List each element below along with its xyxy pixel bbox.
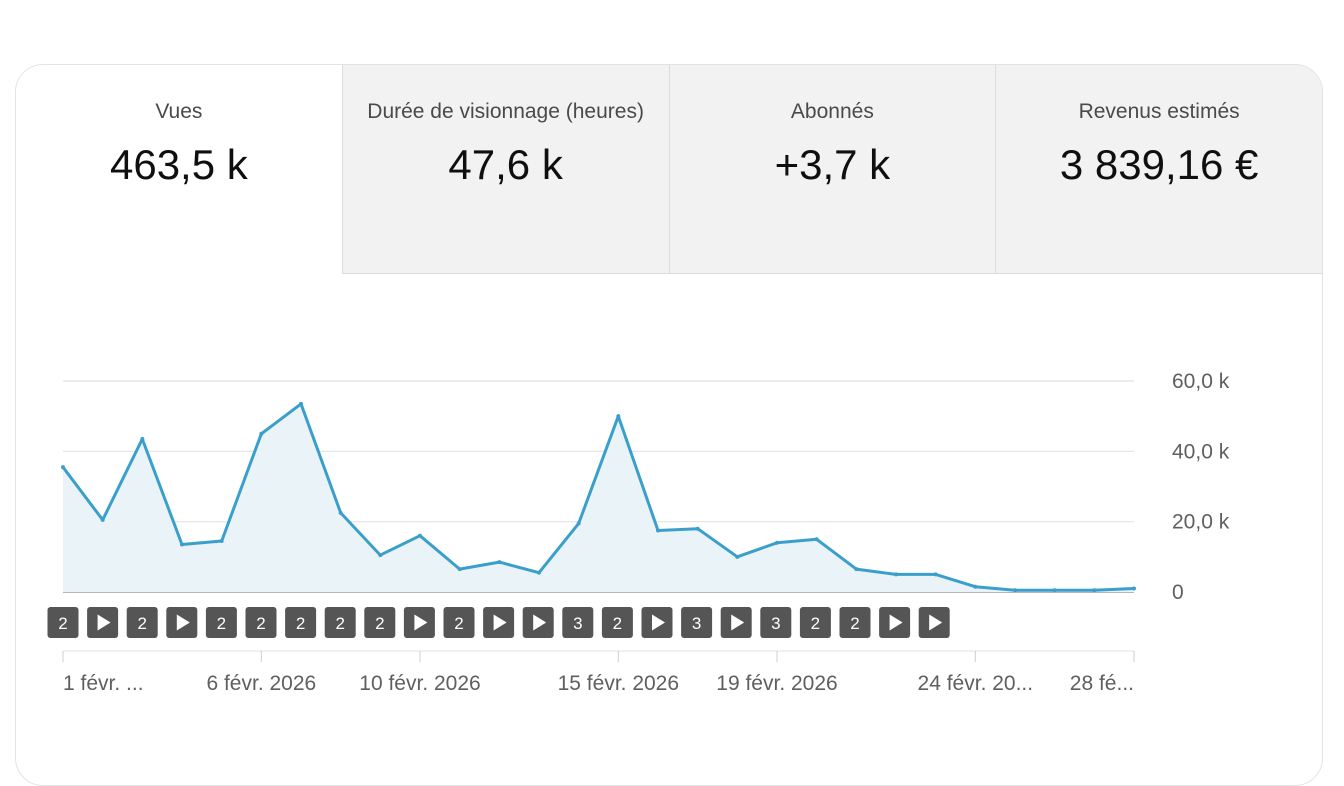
tab-watch-time-value: 47,6 k [448, 141, 563, 188]
video-count-marker [245, 607, 277, 638]
data-point [299, 401, 303, 406]
data-point [1092, 588, 1097, 593]
data-point [457, 567, 462, 572]
y-tick-label: 40,0 k [1172, 440, 1230, 463]
video-count-marker [799, 607, 831, 638]
x-tick-label: 28 fé... [1070, 672, 1134, 695]
data-point [735, 554, 740, 559]
data-point [695, 526, 700, 531]
video-count-marker [443, 607, 475, 638]
data-point [61, 465, 65, 470]
data-point [973, 584, 978, 589]
data-point [219, 539, 224, 544]
marker-count: 2 [137, 614, 146, 633]
marker-count: 2 [613, 614, 622, 633]
video-count-marker [126, 607, 158, 638]
data-point [576, 521, 581, 526]
video-count-marker [324, 607, 356, 638]
play-icon [97, 614, 111, 631]
data-point [656, 528, 660, 533]
x-tick-label: 1 févr. ... [63, 672, 144, 695]
data-point [140, 437, 145, 442]
data-point [259, 431, 264, 436]
play-icon [929, 614, 943, 631]
tab-subscribers-label: Abonnés [790, 100, 874, 123]
marker-count: 3 [692, 614, 701, 633]
play-icon [731, 614, 745, 631]
data-point [616, 414, 621, 419]
data-point [775, 540, 779, 545]
x-tick-label: 19 févr. 2026 [716, 672, 837, 695]
video-count-marker [839, 607, 871, 638]
metric-tabs: Vues 463,5 k Durée de visionnage (heures… [16, 65, 1322, 274]
tab-revenue[interactable]: Revenus estimés 3 839,16 € [995, 65, 1322, 274]
views-area [63, 403, 1134, 592]
tab-views[interactable]: Vues 463,5 k [16, 65, 342, 274]
data-point [338, 510, 343, 515]
data-point [1052, 588, 1057, 593]
video-count-marker [681, 607, 713, 638]
marker-count: 2 [811, 614, 820, 633]
video-count-marker [47, 607, 79, 638]
play-icon [889, 614, 903, 631]
play-icon [533, 614, 547, 631]
tab-subscribers-value: +3,7 k [774, 141, 891, 188]
views-chart: 60,0 k 40,0 k 20,0 k 0 2 2 2 2 2 2 2 2 3 2 3 3 2 2 1 févr.… [47, 370, 1230, 695]
data-point [180, 542, 184, 547]
tab-watch-time[interactable]: Durée de visionnage (heures) 47,6 k [341, 65, 669, 274]
tab-views-label: Vues [155, 100, 203, 123]
video-count-marker [364, 607, 396, 638]
data-point [100, 517, 105, 522]
tab-views-value: 463,5 k [109, 141, 248, 188]
data-point [1013, 588, 1017, 593]
marker-count: 2 [296, 614, 305, 633]
video-count-marker [285, 607, 317, 638]
tab-subscribers[interactable]: Abonnés +3,7 k [668, 65, 996, 274]
tab-revenue-label: Revenus estimés [1078, 100, 1240, 123]
video-count-marker [760, 607, 792, 638]
data-point [537, 570, 541, 575]
video-count-marker [562, 607, 594, 638]
views-line [61, 402, 1135, 592]
analytics-card: Vues 463,5 k Durée de visionnage (heures… [15, 64, 1323, 786]
data-point [418, 533, 422, 538]
marker-count: 2 [58, 614, 67, 633]
play-icon [493, 614, 507, 631]
x-tick-label: 6 févr. 2026 [206, 672, 316, 695]
marker-count: 3 [771, 614, 780, 633]
play-icon [176, 614, 190, 631]
y-tick-label: 20,0 k [1172, 511, 1230, 534]
data-point [814, 537, 819, 542]
data-point [894, 572, 898, 577]
play-icon [652, 614, 665, 631]
data-point [933, 572, 938, 577]
data-point [497, 560, 502, 565]
marker-count: 2 [217, 614, 226, 633]
x-tick-label: 24 févr. 20... [918, 672, 1034, 695]
data-point [854, 567, 859, 572]
marker-count: 2 [375, 614, 384, 633]
video-count-marker [205, 607, 237, 638]
x-tick-label: 15 févr. 2026 [558, 672, 679, 695]
y-tick-label: 0 [1172, 581, 1184, 604]
marker-count: 3 [573, 614, 582, 633]
marker-count: 2 [454, 614, 463, 633]
tab-revenue-value: 3 839,16 € [1059, 141, 1259, 188]
marker-count: 2 [850, 614, 859, 633]
data-point [1132, 586, 1136, 591]
marker-count: 2 [256, 614, 265, 633]
data-point [378, 553, 383, 558]
video-count-marker [601, 607, 633, 638]
x-tick-label: 10 févr. 2026 [359, 672, 480, 695]
tab-watch-time-label: Durée de visionnage (heures) [367, 100, 644, 123]
y-tick-label: 60,0 k [1172, 370, 1230, 393]
play-icon [414, 614, 428, 631]
marker-count: 2 [335, 614, 344, 633]
